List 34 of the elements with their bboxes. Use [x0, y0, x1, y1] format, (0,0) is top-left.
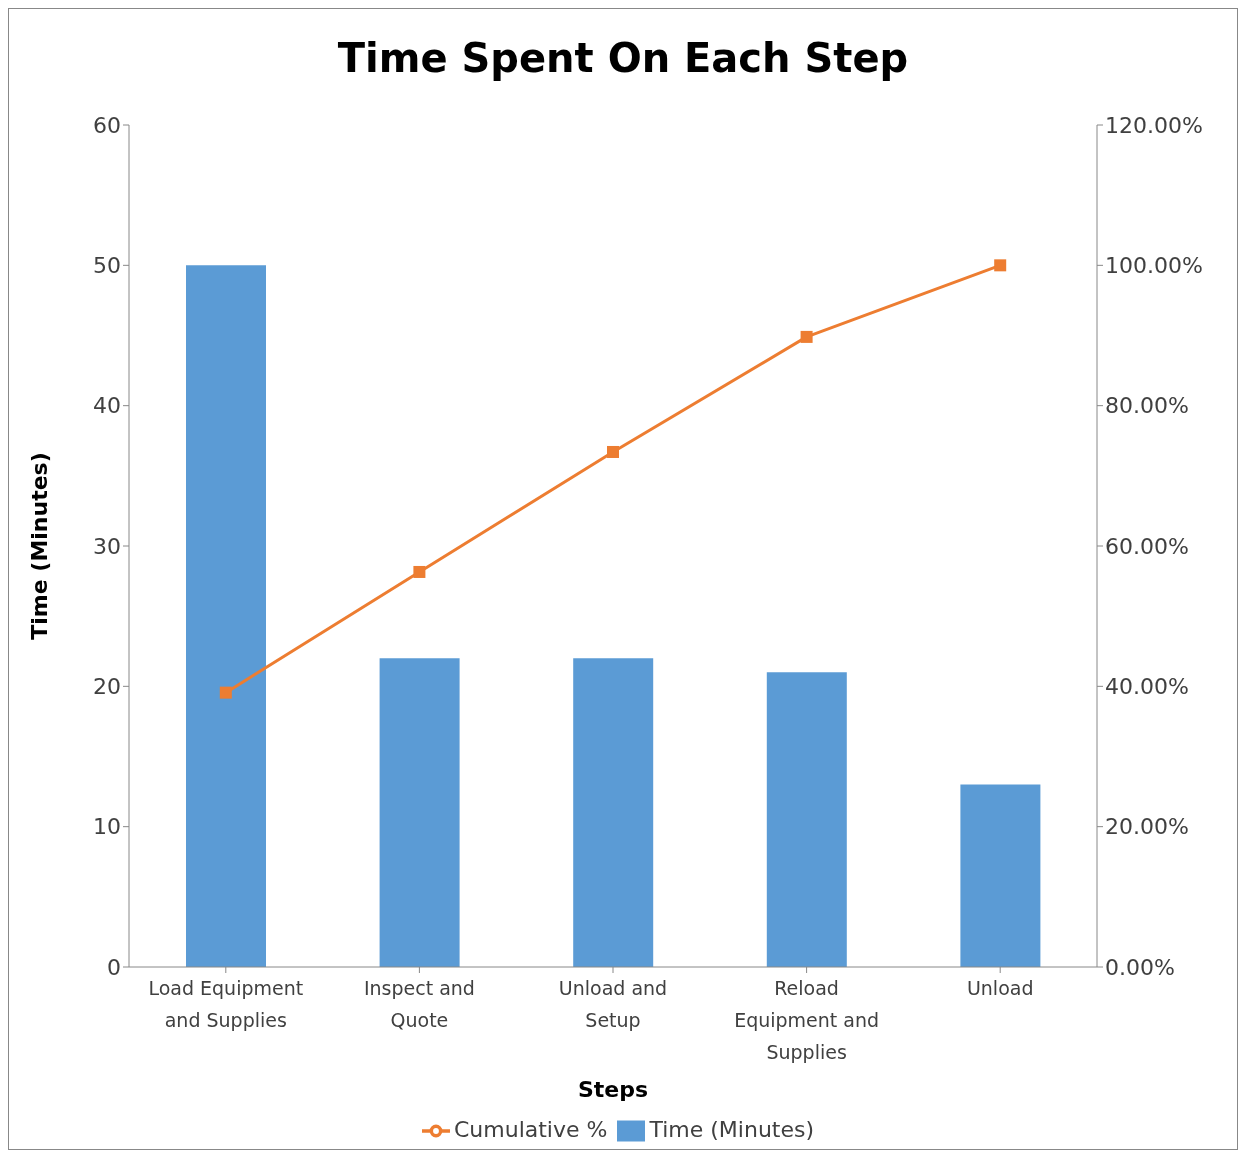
point	[219, 686, 232, 699]
y2-tick-label: 60.00%	[1105, 533, 1189, 559]
point	[994, 259, 1007, 272]
y2-tick-label: 20.00%	[1105, 814, 1189, 840]
y-tick-label: 30	[93, 533, 121, 559]
y2-tick-label: 40.00%	[1105, 674, 1189, 700]
x-tick-label: Reload Equipment and Supplies	[734, 977, 880, 1063]
y-tick-label: 20	[93, 674, 121, 700]
x-tick-label: Unload and Setup	[558, 977, 668, 1031]
chart-title: Time Spent On Each Step	[336, 34, 910, 83]
y2-tick-label: 80.00%	[1105, 393, 1189, 419]
y-tick-label: 40	[93, 393, 121, 419]
x-tick-label: Unload	[966, 977, 1034, 999]
bar	[766, 672, 847, 967]
point	[607, 445, 619, 458]
y-tick-label: 60	[93, 112, 121, 138]
y2-tick-label: 0.00%	[1105, 954, 1175, 980]
legend-label: Time (Minutes)	[649, 1117, 815, 1142]
y-axis-title: Time (Minutes)	[26, 452, 52, 640]
point	[800, 330, 813, 343]
bar	[960, 784, 1041, 967]
y2-tick-label: 120.00%	[1105, 112, 1203, 138]
legend-label: Cumulative %	[453, 1117, 608, 1142]
y2-tick-label: 100.00%	[1105, 253, 1203, 279]
x-axis-title: Steps	[577, 1077, 649, 1102]
y-tick-label: 50	[93, 253, 121, 279]
bar	[186, 265, 266, 967]
y-tick-label: 0	[107, 954, 121, 980]
bar	[379, 658, 460, 967]
x-tick-label: Inspect and Quote	[363, 977, 475, 1031]
x-tick-label: Load Equipment and Supplies	[148, 977, 304, 1031]
bar	[573, 658, 654, 967]
y-tick-label: 10	[93, 814, 121, 840]
point	[413, 565, 426, 578]
